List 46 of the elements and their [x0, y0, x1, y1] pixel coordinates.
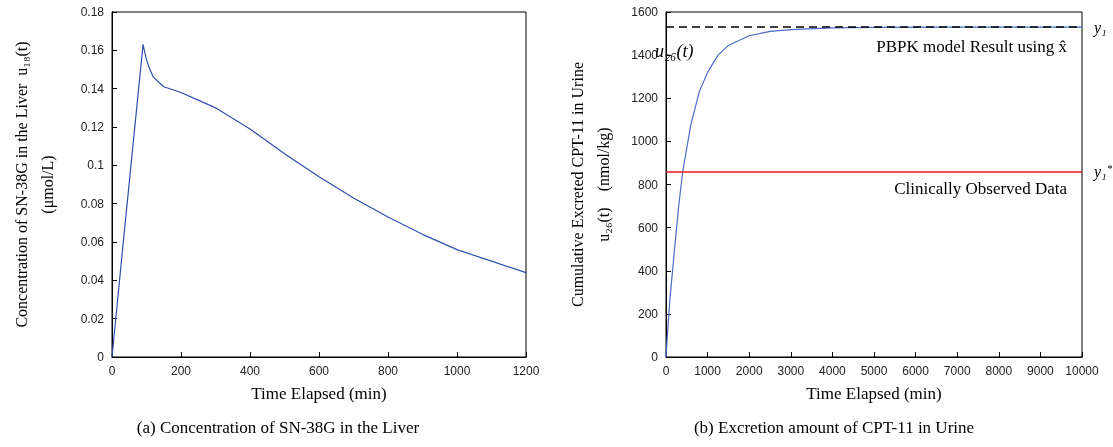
x-tick-label: 3000	[777, 364, 805, 378]
y-tick-label: 0	[97, 350, 105, 364]
y-tick-label: 1600	[631, 5, 659, 19]
y-tick-label: 0.08	[80, 196, 105, 211]
ref-line-label: y₁*	[1092, 161, 1113, 182]
x-tick-label: 5000	[860, 364, 888, 378]
x-tick-label: 7000	[943, 364, 971, 378]
text: (a) Concentration of SN-38G in the Liver	[136, 418, 420, 437]
y-tick-label: 0.18	[80, 5, 105, 19]
x-tick-label: 9000	[1027, 364, 1055, 378]
y-tick-label: 0	[651, 350, 659, 364]
y-tick-label: 0.1	[87, 158, 105, 173]
y-tick-label: 0.12	[80, 120, 105, 134]
x-tick-label: 8000	[985, 364, 1013, 378]
x-axis-title: Time Elapsed (min)	[806, 384, 942, 403]
y-tick-label: 1200	[631, 91, 659, 106]
x-tick-label: 1200	[512, 364, 540, 378]
y-tick-label: 0.14	[80, 81, 105, 96]
x-tick-label: 800	[377, 364, 399, 378]
y-tick-label: 0.06	[80, 235, 105, 249]
y-axis-title: Cumulative Excreted CPT-11 in Urine u₂₆(t) (nmol/kg)	[568, 62, 613, 307]
x-tick-label: 600	[308, 364, 330, 378]
x-tick-label: 1000	[694, 364, 722, 378]
x-tick-label: 1000	[443, 364, 471, 378]
y-tick-label: 0.02	[80, 311, 105, 326]
x-axis-title: Time Elapsed (min)	[251, 384, 387, 403]
annotation: Clinically Observed Data	[894, 179, 1068, 198]
y-tick-label: 0.16	[80, 43, 105, 58]
x-tick-label: 200	[170, 364, 192, 378]
x-tick-label: 0	[108, 364, 116, 378]
y-axis-title: Concentration of SN-38G in the Liver u₁₈(t) (μmol/L)	[12, 41, 57, 328]
y-tick-label: 400	[637, 263, 659, 278]
x-tick-label: 4000	[819, 364, 847, 378]
y-tick-label: 600	[637, 220, 659, 235]
y-tick-label: 1000	[631, 134, 659, 149]
text: (b) Excretion amount of CPT-11 in Urine	[693, 418, 975, 437]
annotation: PBPK model Result using x̂	[876, 37, 1068, 56]
x-tick-label: 0	[662, 364, 670, 378]
x-tick-label: 2000	[735, 364, 763, 378]
ref-line-label: y₁	[1092, 18, 1107, 37]
y-tick-label: 0.04	[80, 273, 105, 288]
x-tick-label: 400	[239, 364, 261, 378]
x-tick-label: 10000	[1065, 364, 1100, 378]
x-tick-label: 6000	[902, 364, 930, 378]
y-tick-label: 800	[637, 177, 659, 192]
y-tick-label: 200	[637, 306, 659, 321]
